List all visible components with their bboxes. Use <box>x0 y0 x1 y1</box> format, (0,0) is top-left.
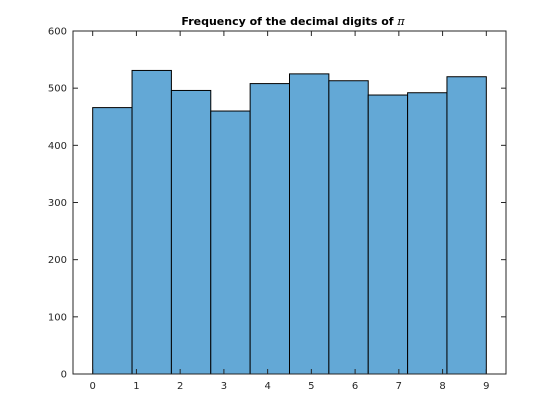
chart-title: Frequency of the decimal digits of π <box>181 15 405 28</box>
y-tick-label-200: 200 <box>48 255 67 266</box>
bar-0 <box>92 107 133 375</box>
x-tick-label-1: 1 <box>133 381 139 392</box>
y-tick-label-400: 400 <box>48 141 67 152</box>
y-tick-label-100: 100 <box>48 312 67 323</box>
bar-9 <box>446 76 487 375</box>
ticks-group: 0 1 2 3 4 5 6 7 8 9 0 100 200 300 400 500 600 <box>48 27 506 392</box>
y-tick-label-300: 300 <box>48 198 67 209</box>
x-tick-label-2: 2 <box>177 381 183 392</box>
bar-8 <box>407 92 448 375</box>
bar-6 <box>328 80 369 375</box>
x-tick-label-0: 0 <box>89 381 95 392</box>
bar-3 <box>210 110 251 375</box>
bar-1 <box>131 69 172 375</box>
y-tick-label-0: 0 <box>61 370 67 381</box>
bar-5 <box>289 73 330 375</box>
bar-7 <box>367 94 409 375</box>
x-tick-label-8: 8 <box>439 381 445 392</box>
x-tick-label-4: 4 <box>264 381 270 392</box>
x-tick-label-3: 3 <box>221 381 227 392</box>
chart-title-symbol: π <box>396 15 405 28</box>
x-tick-label-9: 9 <box>483 381 489 392</box>
chart-title-text: Frequency of the decimal digits of <box>181 15 397 28</box>
y-tick-label-500: 500 <box>48 84 67 95</box>
bar-4 <box>249 83 291 375</box>
x-tick-label-6: 6 <box>352 381 358 392</box>
x-tick-label-7: 7 <box>396 381 402 392</box>
y-tick-label-600: 600 <box>48 27 67 38</box>
bars-group <box>92 69 487 375</box>
bar-2 <box>170 89 212 375</box>
x-tick-label-5: 5 <box>308 381 314 392</box>
